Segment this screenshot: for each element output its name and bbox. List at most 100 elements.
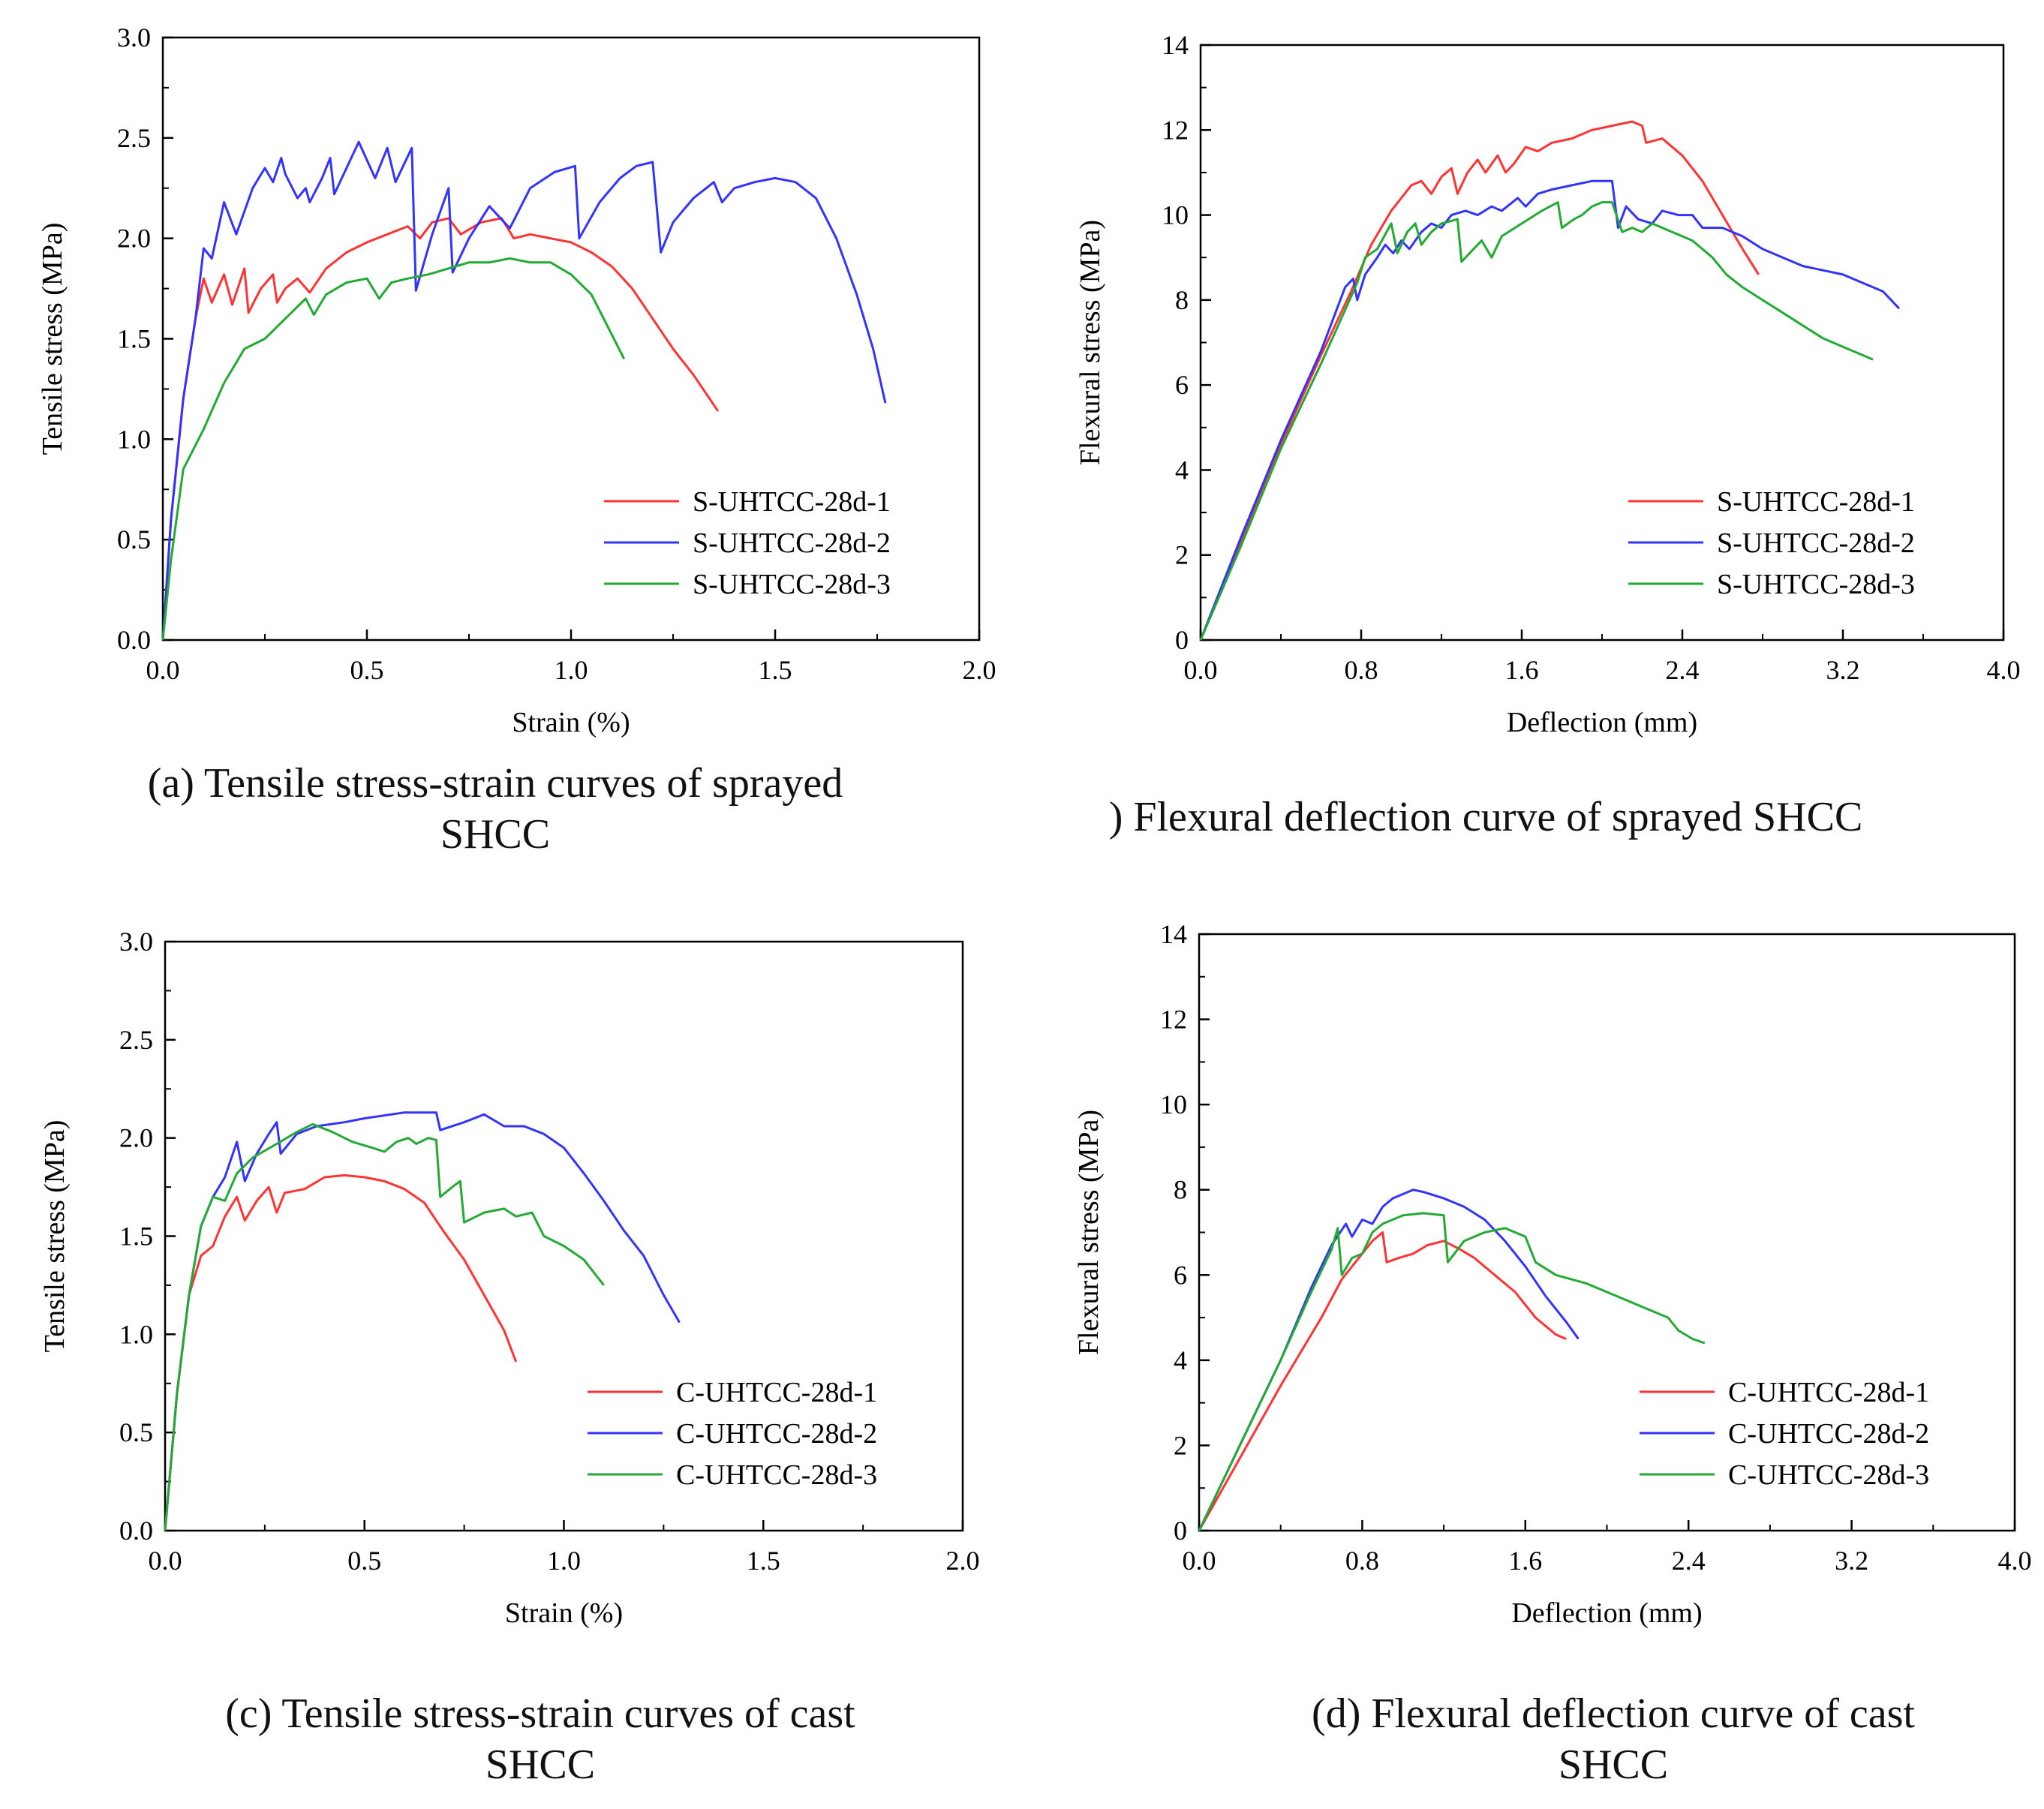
y-tick-label: 3.0 [119,927,153,957]
x-axis-label: Deflection (mm) [1511,1597,1702,1629]
x-tick-label: 0.8 [1345,1546,1379,1576]
legend-label-2: S-UHTCC-28d-2 [693,527,891,559]
legend-label-1: S-UHTCC-28d-1 [1717,486,1915,518]
caption-b: ) Flexural deflection curve of sprayed S… [998,792,1973,843]
series-line-3 [161,257,626,641]
caption-a-line1: (a) Tensile stress-strain curves of spra… [147,760,843,807]
y-tick-label: 12 [1162,115,1189,145]
series-line-1 [1199,120,1760,641]
y-tick-label: 1.0 [119,1319,153,1349]
caption-d: (d) Flexural deflection curve of cast SH… [1201,1688,2026,1790]
x-axis-label: Strain (%) [505,1597,623,1629]
x-tick-label: 1.6 [1508,1546,1542,1576]
series-line-2 [161,140,887,641]
y-tick-label: 0.0 [119,1516,153,1546]
series-line-3 [1199,201,1874,641]
x-tick-label: 2.4 [1666,655,1700,685]
chart-b: 0.0 0.8 1.6 2.4 3.2 4.0 0 2 4 6 8 10 12 14 Deflection … [1075,30,2021,738]
caption-c-line2: SHCC [485,1741,596,1788]
legend-label-2: C-UHTCC-28d-2 [1728,1418,1929,1450]
legend-label-1: C-UHTCC-28d-1 [676,1377,877,1408]
y-tick-label: 2 [1174,1430,1187,1460]
x-tick-label: 3.2 [1835,1546,1868,1576]
y-tick-label: 0.5 [117,524,151,554]
x-tick-label: 2.0 [963,655,996,685]
legend-label-1: C-UHTCC-28d-1 [1728,1377,1929,1408]
y-tick-label: 6 [1174,1260,1187,1290]
series-line-2 [1199,179,1900,641]
y-tick-label: 2.0 [119,1123,153,1153]
caption-a-line2: SHCC [440,811,551,858]
series-line-3 [164,1122,605,1531]
caption-c-line1: (c) Tensile stress-strain curves of cast [225,1690,855,1737]
chart-a: 0.0 0.5 1.0 1.5 2.0 0.0 0.5 1.0 1.5 2.0 2.5 3.0 Stra… [37,23,996,738]
series-line-1 [1198,1231,1567,1531]
x-tick-label: 1.5 [759,655,792,685]
y-tick-label: 0.5 [119,1417,153,1447]
y-tick-label: 1.0 [117,424,151,454]
y-tick-label: 12 [1160,1005,1187,1035]
y-tick-label: 1.5 [119,1222,153,1252]
x-axis-label: Deflection (mm) [1507,707,1697,738]
caption-c: (c) Tensile stress-strain curves of cast… [105,1688,975,1790]
y-axis-label: Tensile stress (MPa) [39,1120,71,1353]
y-tick-label: 3.0 [117,23,151,53]
legend-label-3: C-UHTCC-28d-3 [676,1459,877,1491]
legend-label-2: C-UHTCC-28d-2 [676,1418,877,1450]
caption-d-line2: SHCC [1558,1741,1669,1788]
x-tick-label: 0.5 [347,1546,381,1576]
legend-label-3: S-UHTCC-28d-3 [1717,569,1915,600]
y-axis-label: Flexural stress (MPa) [1075,220,1106,465]
x-tick-label: 0.0 [1184,655,1218,685]
y-tick-label: 14 [1162,30,1189,60]
chart-c: 0.0 0.5 1.0 1.5 2.0 0.0 0.5 1.0 1.5 2.0 2.5 3.0 Stra… [39,927,980,1629]
y-tick-label: 8 [1174,1175,1187,1205]
series-line-1 [164,1173,518,1531]
x-tick-label: 2.0 [946,1546,980,1576]
chart-d: 0.0 0.8 1.6 2.4 3.2 4.0 0 2 4 6 8 10 12 14 Deflection … [1073,919,2032,1629]
y-axis-label: Tensile stress (MPa) [37,223,68,455]
x-tick-label: 0.8 [1345,655,1378,685]
y-tick-label: 0.0 [117,625,151,655]
series-line-3 [1198,1212,1706,1531]
x-tick-label: 0.0 [1183,1546,1216,1576]
y-tick-label: 2 [1175,540,1189,570]
x-tick-label: 1.5 [747,1546,780,1576]
x-tick-label: 1.0 [555,655,588,685]
x-tick-label: 0.5 [350,655,384,685]
series-line-2 [1198,1188,1580,1531]
legend-label-2: S-UHTCC-28d-2 [1717,527,1915,559]
x-tick-label: 1.0 [547,1546,581,1576]
y-tick-label: 2.5 [117,123,151,153]
y-tick-label: 4 [1175,455,1189,485]
series-line-2 [164,1111,681,1531]
y-axis-label: Flexural stress (MPa) [1073,1110,1105,1355]
x-tick-label: 0.0 [149,1546,182,1576]
y-tick-label: 14 [1160,919,1187,949]
x-axis-label: Strain (%) [512,707,630,738]
series-line-1 [161,217,720,641]
y-tick-label: 2.0 [117,224,151,254]
x-tick-label: 0.0 [146,655,180,685]
y-tick-label: 0 [1174,1516,1187,1546]
y-tick-label: 6 [1175,370,1189,400]
y-tick-label: 1.5 [117,324,151,354]
x-tick-label: 1.6 [1505,655,1539,685]
y-tick-label: 8 [1175,285,1189,315]
x-tick-label: 4.0 [1987,655,2021,685]
y-tick-label: 2.5 [119,1025,153,1055]
caption-b-line1: ) Flexural deflection curve of sprayed S… [1108,794,1863,840]
caption-d-line1: (d) Flexural deflection curve of cast [1312,1690,1915,1737]
legend-label-3: S-UHTCC-28d-3 [693,569,891,600]
y-tick-label: 4 [1174,1345,1187,1375]
caption-a: (a) Tensile stress-strain curves of spra… [30,758,960,860]
y-tick-label: 10 [1160,1089,1187,1119]
x-tick-label: 2.4 [1672,1546,1706,1576]
x-tick-label: 4.0 [1998,1546,2032,1576]
y-tick-label: 0 [1175,625,1189,655]
legend-label-3: C-UHTCC-28d-3 [1728,1459,1929,1491]
x-tick-label: 3.2 [1826,655,1860,685]
legend-label-1: S-UHTCC-28d-1 [693,486,891,518]
y-tick-label: 10 [1162,200,1189,230]
